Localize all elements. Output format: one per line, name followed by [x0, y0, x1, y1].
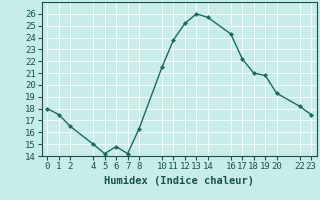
X-axis label: Humidex (Indice chaleur): Humidex (Indice chaleur): [104, 176, 254, 186]
